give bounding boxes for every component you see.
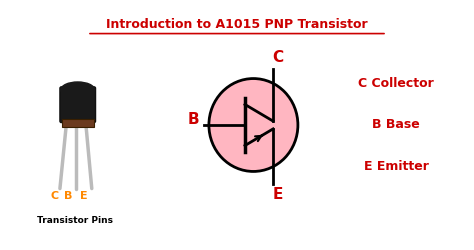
Text: B: B	[188, 112, 199, 127]
Text: Transistor Pins: Transistor Pins	[37, 216, 113, 225]
Text: E: E	[273, 187, 283, 202]
Text: B: B	[64, 191, 73, 201]
Bar	[62, 119, 94, 128]
Text: C: C	[50, 191, 58, 201]
Text: Introduction to A1015 PNP Transistor: Introduction to A1015 PNP Transistor	[106, 18, 368, 31]
Text: E: E	[80, 191, 87, 201]
Text: B Base: B Base	[373, 118, 420, 132]
Circle shape	[209, 78, 298, 172]
Text: E Emitter: E Emitter	[364, 160, 428, 173]
FancyBboxPatch shape	[60, 87, 96, 122]
Text: C: C	[272, 50, 283, 65]
Text: C Collector: C Collector	[358, 77, 434, 90]
Ellipse shape	[61, 82, 95, 98]
